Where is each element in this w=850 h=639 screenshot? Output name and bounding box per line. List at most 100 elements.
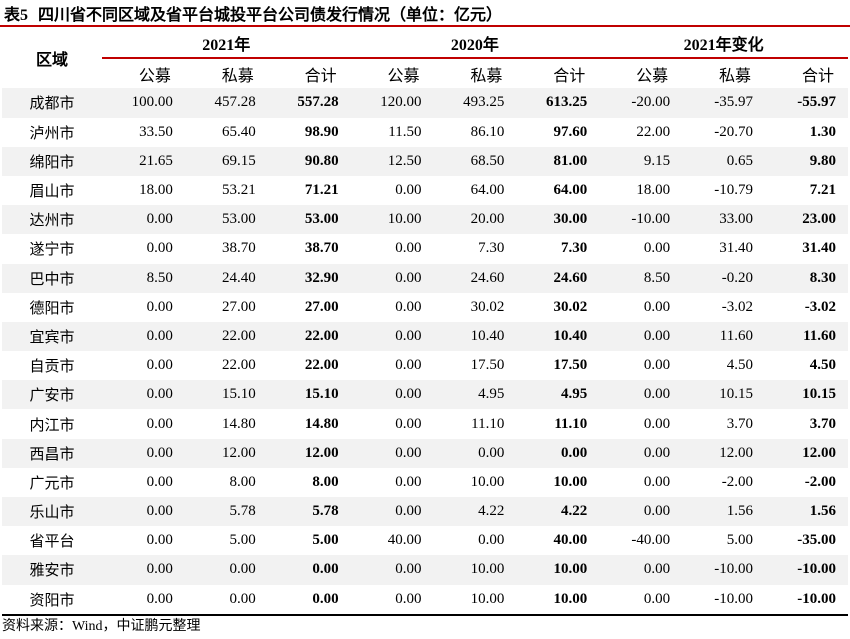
value-cell: 64.00 <box>470 182 505 199</box>
group-header-2021: 2021年 <box>102 28 351 60</box>
region-cell: 成都市 <box>2 88 102 118</box>
region-cell: 巴中市 <box>2 263 102 293</box>
value-cell: 22.00 <box>222 357 256 374</box>
value-cell: 10.00 <box>433 584 517 616</box>
value-cell: 8.50 <box>599 263 683 293</box>
table-row: 内江市 0.00 14.80 14.80 0.00 11.10 11.10 0.00 3.70 3… <box>2 409 848 438</box>
value-cell: 0.00 <box>433 438 517 468</box>
total-cell: 27.00 <box>304 298 339 315</box>
value-cell: 0.00 <box>395 240 422 257</box>
value-cell: 0.00 <box>599 321 683 352</box>
region-cell: 达州市 <box>2 205 102 235</box>
value-cell: 0.00 <box>102 380 185 410</box>
total-cell: 32.90 <box>267 263 351 293</box>
value-cell: 22.00 <box>184 321 268 352</box>
value-cell: 68.50 <box>433 146 517 176</box>
value-cell: -20.00 <box>599 88 683 118</box>
value-cell: 69.15 <box>184 146 268 176</box>
subheader-2: 合计 <box>304 67 337 85</box>
value-cell: 11.50 <box>388 123 422 140</box>
value-cell: 5.78 <box>184 497 268 527</box>
value-cell: 65.40 <box>222 123 256 140</box>
table-number: 表5 <box>4 7 29 24</box>
total-cell: 3.70 <box>809 415 836 432</box>
value-cell: 0.65 <box>682 146 765 176</box>
total-cell: 4.95 <box>516 380 600 410</box>
subheader-6: 公募 <box>636 67 669 85</box>
table-row: 成都市 100.00 457.28 557.28 120.00 493.25 613.25-… <box>2 88 848 118</box>
total-cell: 38.70 <box>304 240 339 257</box>
group-header-2020: 2020年 <box>350 28 600 60</box>
total-cell: 0.00 <box>267 584 351 616</box>
table-row: 西昌市 0.00 12.00 12.00 0.00 0.00 0.00 0.00 12.00 12… <box>2 438 848 468</box>
value-cell: 12.00 <box>682 438 765 468</box>
subheader-7: 私募 <box>718 67 751 85</box>
total-cell: 10.40 <box>516 321 600 352</box>
total-cell: 11.60 <box>765 321 848 352</box>
total-cell: -35.00 <box>797 532 836 549</box>
value-cell: 0.00 <box>146 357 173 374</box>
subheader-4: 私募 <box>470 67 503 85</box>
title-divider <box>0 25 850 27</box>
value-cell: 15.10 <box>184 380 268 410</box>
value-cell: 30.02 <box>470 298 505 315</box>
total-cell: 0.00 <box>267 555 351 585</box>
value-cell: 4.22 <box>433 497 517 527</box>
value-cell: 0.00 <box>146 298 173 315</box>
region-cell: 自贡市 <box>29 359 75 376</box>
region-cell: 绵阳市 <box>2 146 102 176</box>
table-row: 遂宁市 0.00 38.70 38.70 0.00 7.30 7.30 0.00 31.40 31… <box>2 234 848 263</box>
value-cell: 11.60 <box>682 321 765 352</box>
total-cell: 53.00 <box>267 205 351 235</box>
value-cell: 0.00 <box>643 240 671 257</box>
value-cell: 0.00 <box>146 240 173 257</box>
total-cell: 10.15 <box>765 380 848 410</box>
value-cell: 4.95 <box>433 380 517 410</box>
total-cell: 30.00 <box>516 205 600 235</box>
group-header-row: 区域 2021年 2020年 2021年变化 <box>2 28 848 69</box>
value-cell: -35.97 <box>682 88 765 118</box>
value-cell: 8.00 <box>229 473 256 490</box>
region-cell: 宜宾市 <box>2 321 102 352</box>
value-cell: 0.00 <box>350 584 434 616</box>
table-row: 雅安市 0.00 0.00 0.00 0.00 10.00 10.00 0.00 -10.00-… <box>2 555 848 585</box>
region-cell: 乐山市 <box>2 497 102 527</box>
table-row: 德阳市 0.00 27.00 27.00 0.00 30.02 30.02 0.00 -3.02… <box>2 293 848 322</box>
value-cell: 0.00 <box>350 555 434 585</box>
value-cell: 120.00 <box>350 88 434 118</box>
total-cell: 90.80 <box>267 146 351 176</box>
value-cell: 4.50 <box>726 357 753 374</box>
value-cell: 0.00 <box>395 473 422 490</box>
total-cell: 8.30 <box>765 263 848 293</box>
table-row: 宜宾市 0.00 22.00 22.00 0.00 10.40 10.40 0.00 11.60… <box>2 321 848 352</box>
value-cell: 33.50 <box>139 123 173 140</box>
total-cell: 10.00 <box>516 584 600 616</box>
value-cell: 0.00 <box>478 532 505 549</box>
total-cell: 10.00 <box>516 555 600 585</box>
value-cell: 14.80 <box>222 415 256 432</box>
total-cell: -2.00 <box>804 473 836 490</box>
subheader-1: 私募 <box>221 67 254 85</box>
table-row: 资阳市 0.00 0.00 0.00 0.00 10.00 10.00 0.00 -10.00-… <box>2 584 848 616</box>
total-cell: 23.00 <box>765 205 848 235</box>
value-cell: 9.15 <box>599 146 683 176</box>
value-cell: 12.00 <box>184 438 268 468</box>
value-cell: 0.00 <box>102 438 185 468</box>
value-cell: 0.00 <box>599 584 683 616</box>
total-cell: 12.00 <box>765 438 848 468</box>
value-cell: -10.00 <box>682 555 765 585</box>
value-cell: 10.00 <box>350 205 434 235</box>
region-cell: 眉山市 <box>29 184 75 201</box>
total-cell: 7.30 <box>561 240 588 257</box>
total-cell: -10.00 <box>765 555 848 585</box>
total-cell: 10.00 <box>553 473 588 490</box>
subheader-row: 公募 私募 合计 公募 私募 合计 公募 私募 合计 <box>2 58 848 88</box>
table-body: 成都市 100.00 457.28 557.28 120.00 493.25 613.25-… <box>2 88 848 616</box>
table-row: 达州市 0.00 53.00 53.00 10.00 20.00 30.00 -10.00 33… <box>2 205 848 235</box>
value-cell: -3.02 <box>721 298 753 315</box>
table-caption: 四川省不同区域及省平台城投平台公司债发行情况（单位：亿元） <box>38 7 503 24</box>
value-cell: 0.00 <box>102 205 185 235</box>
value-cell: -10.00 <box>682 584 765 616</box>
value-cell: 40.00 <box>387 532 422 549</box>
table-row: 巴中市 8.50 24.40 32.90 0.00 24.60 24.60 8.50 -0.20… <box>2 263 848 293</box>
